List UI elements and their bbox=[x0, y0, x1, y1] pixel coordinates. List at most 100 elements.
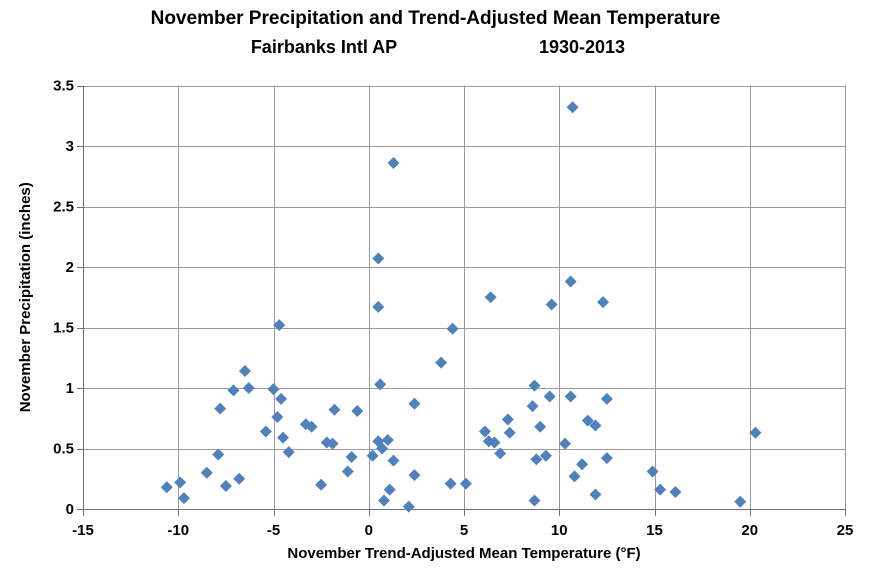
data-point bbox=[459, 477, 472, 490]
chart-subtitle-period: 1930-2013 bbox=[538, 37, 626, 57]
data-point bbox=[351, 404, 364, 417]
data-point bbox=[227, 384, 240, 397]
data-point bbox=[160, 481, 173, 494]
data-point bbox=[372, 300, 385, 313]
y-tick-label: 0.5 bbox=[53, 441, 74, 458]
data-point bbox=[589, 488, 602, 501]
data-point bbox=[646, 465, 659, 478]
data-point bbox=[345, 450, 358, 463]
x-tick-label: 0 bbox=[365, 522, 373, 539]
data-point bbox=[315, 478, 328, 491]
data-point bbox=[174, 476, 187, 489]
data-point bbox=[372, 252, 385, 265]
data-point bbox=[177, 492, 190, 505]
data-point bbox=[271, 411, 284, 424]
data-point bbox=[326, 437, 339, 450]
chart-subtitle: Fairbanks Intl AP 1930-2013 bbox=[0, 37, 871, 61]
gridlines bbox=[83, 85, 846, 510]
data-point bbox=[581, 414, 594, 427]
data-point bbox=[597, 296, 610, 309]
data-point bbox=[600, 392, 613, 405]
y-tick-label: 1 bbox=[66, 380, 74, 397]
data-point bbox=[387, 156, 400, 169]
x-tick-label: 10 bbox=[551, 522, 568, 539]
x-tick-label: 20 bbox=[741, 522, 758, 539]
data-point bbox=[376, 442, 389, 455]
data-point bbox=[734, 495, 747, 508]
data-points bbox=[160, 101, 762, 513]
data-point bbox=[564, 390, 577, 403]
data-point bbox=[305, 420, 318, 433]
data-point bbox=[374, 378, 387, 391]
x-axis-title: November Trend-Adjusted Mean Temperature… bbox=[287, 545, 640, 562]
data-point bbox=[501, 413, 514, 426]
data-point bbox=[564, 275, 577, 288]
y-tick-label: 3.5 bbox=[53, 78, 74, 95]
data-point bbox=[267, 383, 280, 396]
axes bbox=[77, 85, 846, 516]
data-point bbox=[528, 494, 541, 507]
data-point bbox=[654, 483, 667, 496]
x-tick-label: -10 bbox=[167, 522, 189, 539]
data-point bbox=[534, 420, 547, 433]
data-point bbox=[259, 425, 272, 438]
data-point bbox=[484, 291, 497, 304]
data-point bbox=[273, 319, 286, 332]
tick-labels: -15 -10 -5 0 5 10 15 20 25 0 0.5 1 1.5 2 2.5 3 3.5 bbox=[53, 78, 853, 540]
y-tick-label: 0 bbox=[66, 501, 74, 518]
data-point bbox=[402, 500, 415, 513]
data-point bbox=[277, 431, 290, 444]
data-point bbox=[341, 465, 354, 478]
data-point bbox=[528, 379, 541, 392]
data-point bbox=[566, 101, 579, 114]
data-point bbox=[387, 454, 400, 467]
chart-subtitle-location: Fairbanks Intl AP bbox=[250, 37, 398, 57]
data-point bbox=[328, 403, 341, 416]
data-point bbox=[545, 298, 558, 311]
data-point bbox=[383, 483, 396, 496]
data-point bbox=[200, 466, 213, 479]
data-point bbox=[749, 426, 762, 439]
data-point bbox=[242, 382, 255, 394]
data-point bbox=[543, 390, 556, 403]
data-point bbox=[669, 486, 682, 499]
y-tick-label: 3 bbox=[66, 138, 74, 155]
data-point bbox=[275, 392, 288, 405]
y-tick-label: 1.5 bbox=[53, 320, 74, 337]
data-point bbox=[435, 356, 448, 369]
data-point bbox=[494, 447, 507, 460]
data-point bbox=[568, 470, 581, 483]
x-tick-label: -15 bbox=[72, 522, 94, 539]
data-point bbox=[576, 458, 589, 471]
data-point bbox=[444, 477, 457, 490]
data-point bbox=[600, 452, 613, 465]
data-point bbox=[214, 402, 227, 415]
data-point bbox=[212, 448, 225, 461]
data-point bbox=[488, 436, 501, 449]
data-point bbox=[589, 419, 602, 432]
x-tick-label: 15 bbox=[646, 522, 663, 539]
data-point bbox=[377, 494, 390, 507]
data-point bbox=[219, 480, 232, 493]
data-point bbox=[408, 397, 421, 410]
data-point bbox=[408, 469, 421, 482]
y-axis-title: November Precipitation (inches) bbox=[17, 182, 34, 412]
data-point bbox=[446, 322, 459, 335]
x-tick-label: 5 bbox=[460, 522, 468, 539]
chart-title: November Precipitation and Trend-Adjuste… bbox=[150, 8, 721, 29]
data-point bbox=[539, 449, 552, 462]
data-point bbox=[526, 400, 539, 413]
data-point bbox=[478, 425, 491, 438]
x-tick-label: -5 bbox=[267, 522, 280, 539]
data-point bbox=[233, 472, 246, 485]
data-point bbox=[530, 453, 543, 466]
y-tick-label: 2 bbox=[66, 259, 74, 276]
data-point bbox=[238, 365, 251, 378]
y-tick-label: 2.5 bbox=[53, 199, 74, 216]
x-tick-label: 25 bbox=[837, 522, 854, 539]
data-point bbox=[282, 446, 295, 459]
data-point bbox=[503, 426, 516, 439]
data-point bbox=[366, 449, 379, 462]
